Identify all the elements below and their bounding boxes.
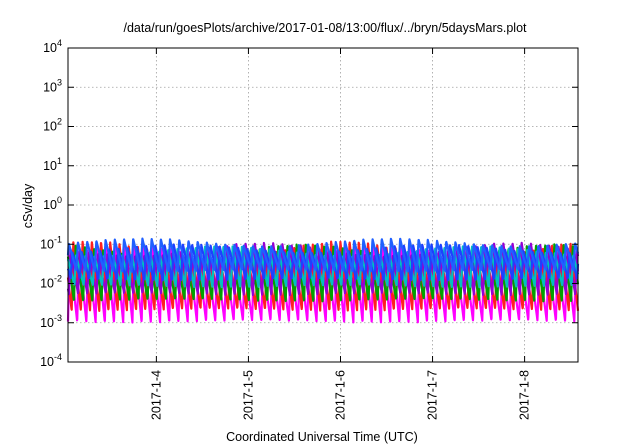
y-tick-label: 10-3	[40, 313, 62, 330]
x-axis-label: Coordinated Universal Time (UTC)	[226, 430, 418, 444]
series-line	[66, 243, 580, 282]
y-axis-label: cSv/day	[21, 183, 35, 228]
chart-title: /data/run/goesPlots/archive/2017-01-08/1…	[123, 21, 527, 35]
y-tick-label: 103	[43, 77, 62, 94]
y-tick-label: 10-4	[40, 352, 62, 369]
y-tick-label: 10-2	[40, 274, 62, 291]
series-line	[66, 245, 580, 289]
y-tick-label: 104	[43, 38, 62, 55]
y-tick-label: 10-1	[40, 234, 62, 251]
y-tick-label: 101	[43, 156, 62, 173]
series-layer	[66, 237, 580, 324]
series-line	[66, 237, 580, 273]
x-tick-label: 2017-1-6	[333, 370, 347, 420]
x-tick-label: 2017-1-4	[149, 370, 163, 420]
x-tick-label: 2017-1-7	[426, 370, 440, 420]
y-tick-label: 102	[43, 117, 62, 134]
y-tick-label: 100	[43, 195, 62, 212]
x-tick-label: 2017-1-5	[241, 370, 255, 420]
axes: 10-4 10-3 10-2 10-1 100 101 102 103 104 2017-1-4 2…	[40, 38, 579, 420]
x-tick-label: 2017-1-8	[518, 370, 532, 420]
